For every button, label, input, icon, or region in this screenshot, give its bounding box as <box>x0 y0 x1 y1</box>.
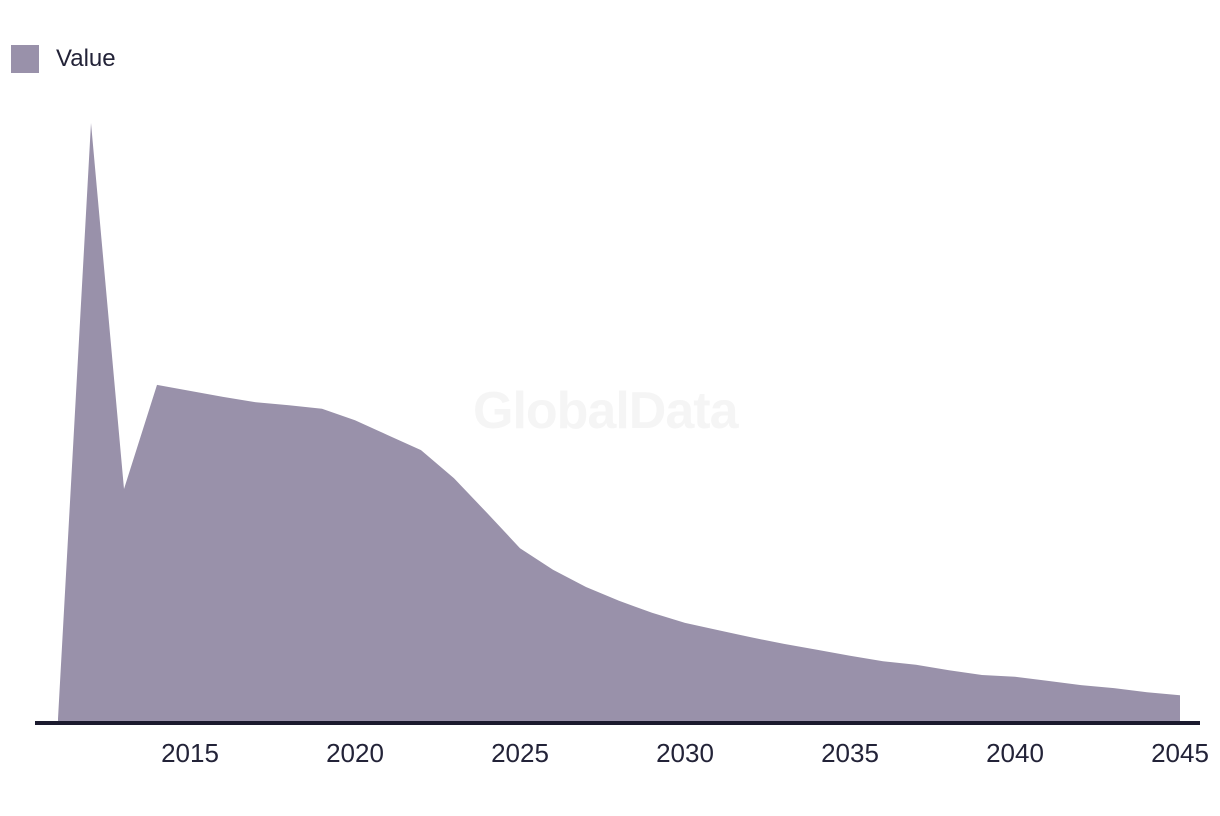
x-axis-line <box>35 721 1200 725</box>
x-tick-label-2015: 2015 <box>161 738 219 768</box>
x-tick-label-2025: 2025 <box>491 738 549 768</box>
x-tick-label-2020: 2020 <box>326 738 384 768</box>
x-tick-label-2045: 2045 <box>1151 738 1209 768</box>
x-tick-label-2040: 2040 <box>986 738 1044 768</box>
watermark-globaldata: GlobalData <box>473 382 738 440</box>
legend[interactable]: Value <box>11 45 116 73</box>
legend-label: Value <box>56 45 116 72</box>
legend-swatch <box>11 45 39 73</box>
x-tick-label-2030: 2030 <box>656 738 714 768</box>
x-tick-label-2035: 2035 <box>821 738 879 768</box>
area-series-value[interactable] <box>58 123 1180 721</box>
